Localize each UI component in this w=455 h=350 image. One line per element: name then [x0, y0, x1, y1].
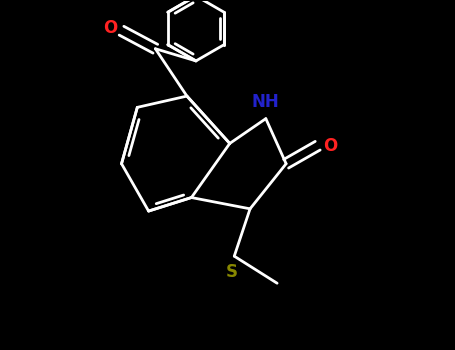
- Text: O: O: [323, 137, 337, 155]
- Text: S: S: [226, 263, 238, 281]
- Text: O: O: [103, 20, 117, 37]
- Text: NH: NH: [252, 92, 280, 111]
